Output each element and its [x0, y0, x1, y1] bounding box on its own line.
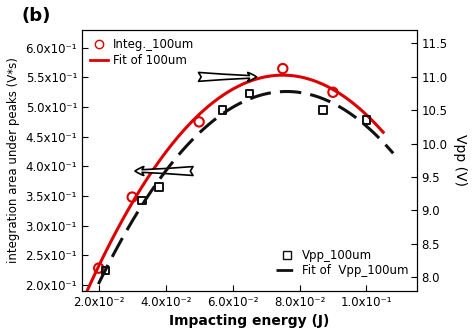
Y-axis label: Vpp (V): Vpp (V) — [453, 134, 467, 186]
Legend: Vpp_100um, Fit of  Vpp_100um: Vpp_100um, Fit of Vpp_100um — [273, 247, 411, 279]
Text: (b): (b) — [22, 7, 51, 25]
Point — [329, 89, 337, 95]
Point — [363, 118, 370, 123]
Y-axis label: integration area under peaks (V*s): integration area under peaks (V*s) — [7, 57, 20, 263]
Point — [219, 108, 226, 113]
Point — [138, 198, 146, 203]
Point — [101, 268, 109, 273]
Point — [95, 265, 102, 271]
Point — [195, 119, 203, 125]
Point — [279, 66, 287, 71]
Point — [128, 194, 136, 200]
Point — [155, 184, 163, 190]
X-axis label: Impacting energy (J): Impacting energy (J) — [169, 314, 329, 328]
Point — [246, 91, 253, 96]
Point — [319, 108, 327, 113]
